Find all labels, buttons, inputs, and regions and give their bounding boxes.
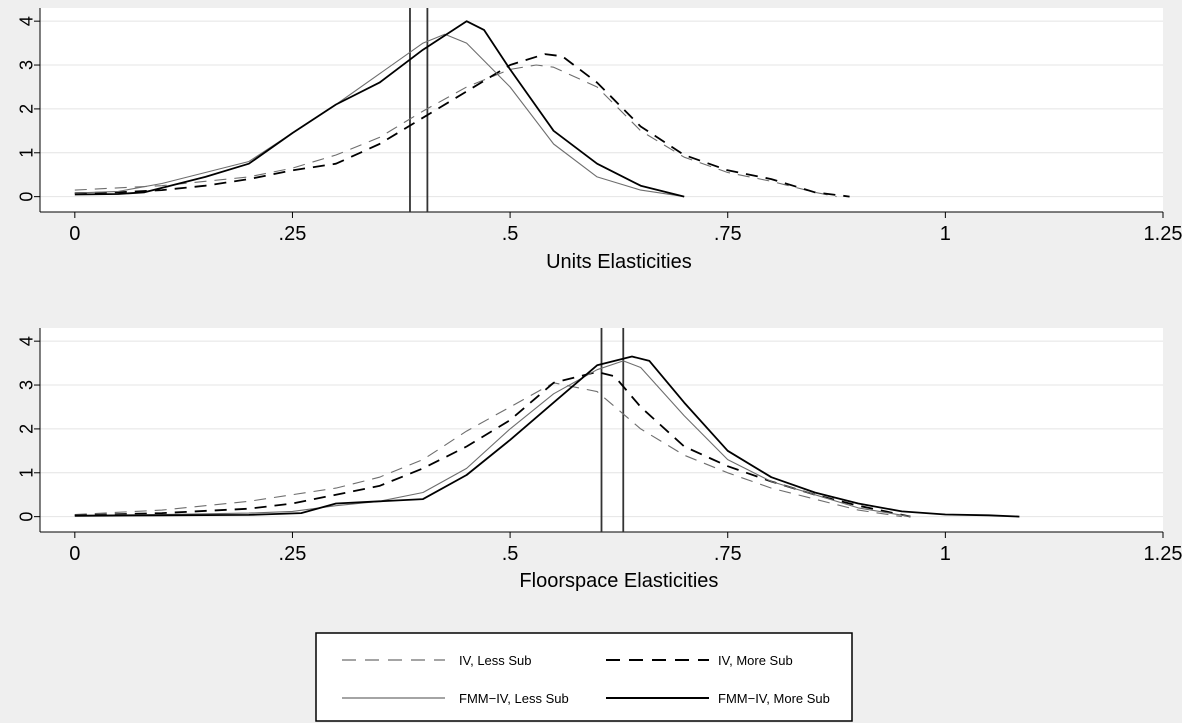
units-x-tick-label: .25 <box>279 223 307 245</box>
floorspace-x-tick-label: 1.25 <box>1144 543 1182 565</box>
floorspace-x-tick-label: 0 <box>69 543 80 565</box>
units-plot-area <box>40 8 1163 212</box>
units-y-tick-label: 2 <box>17 104 37 114</box>
units-y-tick-label: 4 <box>17 16 37 26</box>
legend-label-iv-more-sub: IV, More Sub <box>718 653 793 668</box>
floorspace-y-tick-label: 4 <box>17 336 37 346</box>
floorspace-x-tick-label: .75 <box>714 543 742 565</box>
floorspace-y-tick-label: 1 <box>17 468 37 478</box>
units-x-tick-label: 1 <box>940 223 951 245</box>
floorspace-y-tick-label: 0 <box>17 512 37 522</box>
units-x-tick-label: 0 <box>69 223 80 245</box>
legend: IV, Less Sub IV, More Sub FMM−IV, Less S… <box>315 632 853 722</box>
units-y-tick-label: 0 <box>17 192 37 202</box>
floorspace-series-fmm-iv-less-sub <box>74 360 911 518</box>
floorspace-y-tick-label: 3 <box>17 380 37 390</box>
floorspace-x-axis-title: Floorspace Elasticities <box>519 570 718 592</box>
legend-box <box>315 632 853 722</box>
floorspace-x-tick-label: 1 <box>940 543 951 565</box>
floorspace-series-fmm-iv-more-sub <box>74 355 1020 518</box>
units-series-fmm-iv-more-sub <box>74 20 685 198</box>
units-y-tick-label: 1 <box>17 148 37 158</box>
units-x-tick-label: .5 <box>502 223 519 245</box>
legend-label-fmm-iv-less-sub: FMM−IV, Less Sub <box>459 691 569 706</box>
floorspace-x-tick-label: .25 <box>279 543 307 565</box>
floorspace-y-tick-label: 2 <box>17 424 37 434</box>
units-y-tick-label: 3 <box>17 60 37 70</box>
units-series-fmm-iv-less-sub <box>74 33 685 198</box>
floorspace-series-iv-less-sub <box>74 382 902 518</box>
units-x-axis-title: Units Elasticities <box>546 251 692 273</box>
units-series-iv-less-sub <box>74 64 837 198</box>
legend-label-iv-less-sub: IV, Less Sub <box>459 653 532 668</box>
units-x-tick-label: 1.25 <box>1144 223 1182 245</box>
floorspace-x-tick-label: .5 <box>502 543 519 565</box>
units-x-tick-label: .75 <box>714 223 742 245</box>
floorspace-elasticities-panel: 0 1 2 3 4 0 .25 .5 .75 1 1.25 Floorspace Elasticiti… <box>17 328 1182 592</box>
legend-label-fmm-iv-more-sub: FMM−IV, More Sub <box>718 691 830 706</box>
units-elasticities-panel: 0 1 2 3 4 0 .25 .5 .75 1 1.25 Units Elasticities <box>17 8 1182 273</box>
